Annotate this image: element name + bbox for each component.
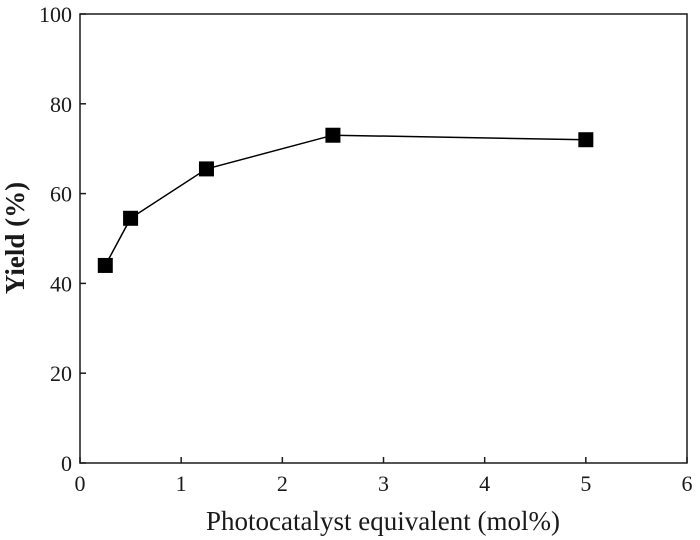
x-tick-label: 0	[75, 471, 86, 496]
y-axis-ticks: 0 20 40 60 80 100	[39, 2, 86, 476]
x-axis-ticks: 0 1 2 3 4 5 6	[75, 457, 693, 496]
data-point	[123, 210, 139, 226]
x-tick-label: 4	[479, 471, 490, 496]
data-point	[198, 161, 214, 177]
x-tick-label: 3	[378, 471, 389, 496]
y-tick-label: 40	[50, 271, 72, 296]
y-axis-title: Yield (%)	[0, 182, 30, 294]
x-tick-label: 1	[176, 471, 187, 496]
data-point	[325, 127, 341, 143]
x-tick-label: 6	[682, 471, 693, 496]
x-axis-title: Photocatalyst equivalent (mol%)	[206, 506, 560, 536]
series-markers	[97, 127, 594, 273]
x-tick-label: 2	[277, 471, 288, 496]
data-point	[97, 257, 113, 273]
plot-frame	[79, 13, 688, 464]
y-tick-label: 60	[50, 182, 72, 207]
y-tick-label: 0	[61, 451, 72, 476]
x-tick-label: 5	[580, 471, 591, 496]
data-point	[578, 132, 594, 148]
y-tick-label: 100	[39, 2, 72, 27]
y-tick-label: 20	[50, 361, 72, 386]
y-tick-label: 80	[50, 92, 72, 117]
series-line	[104, 134, 586, 266]
